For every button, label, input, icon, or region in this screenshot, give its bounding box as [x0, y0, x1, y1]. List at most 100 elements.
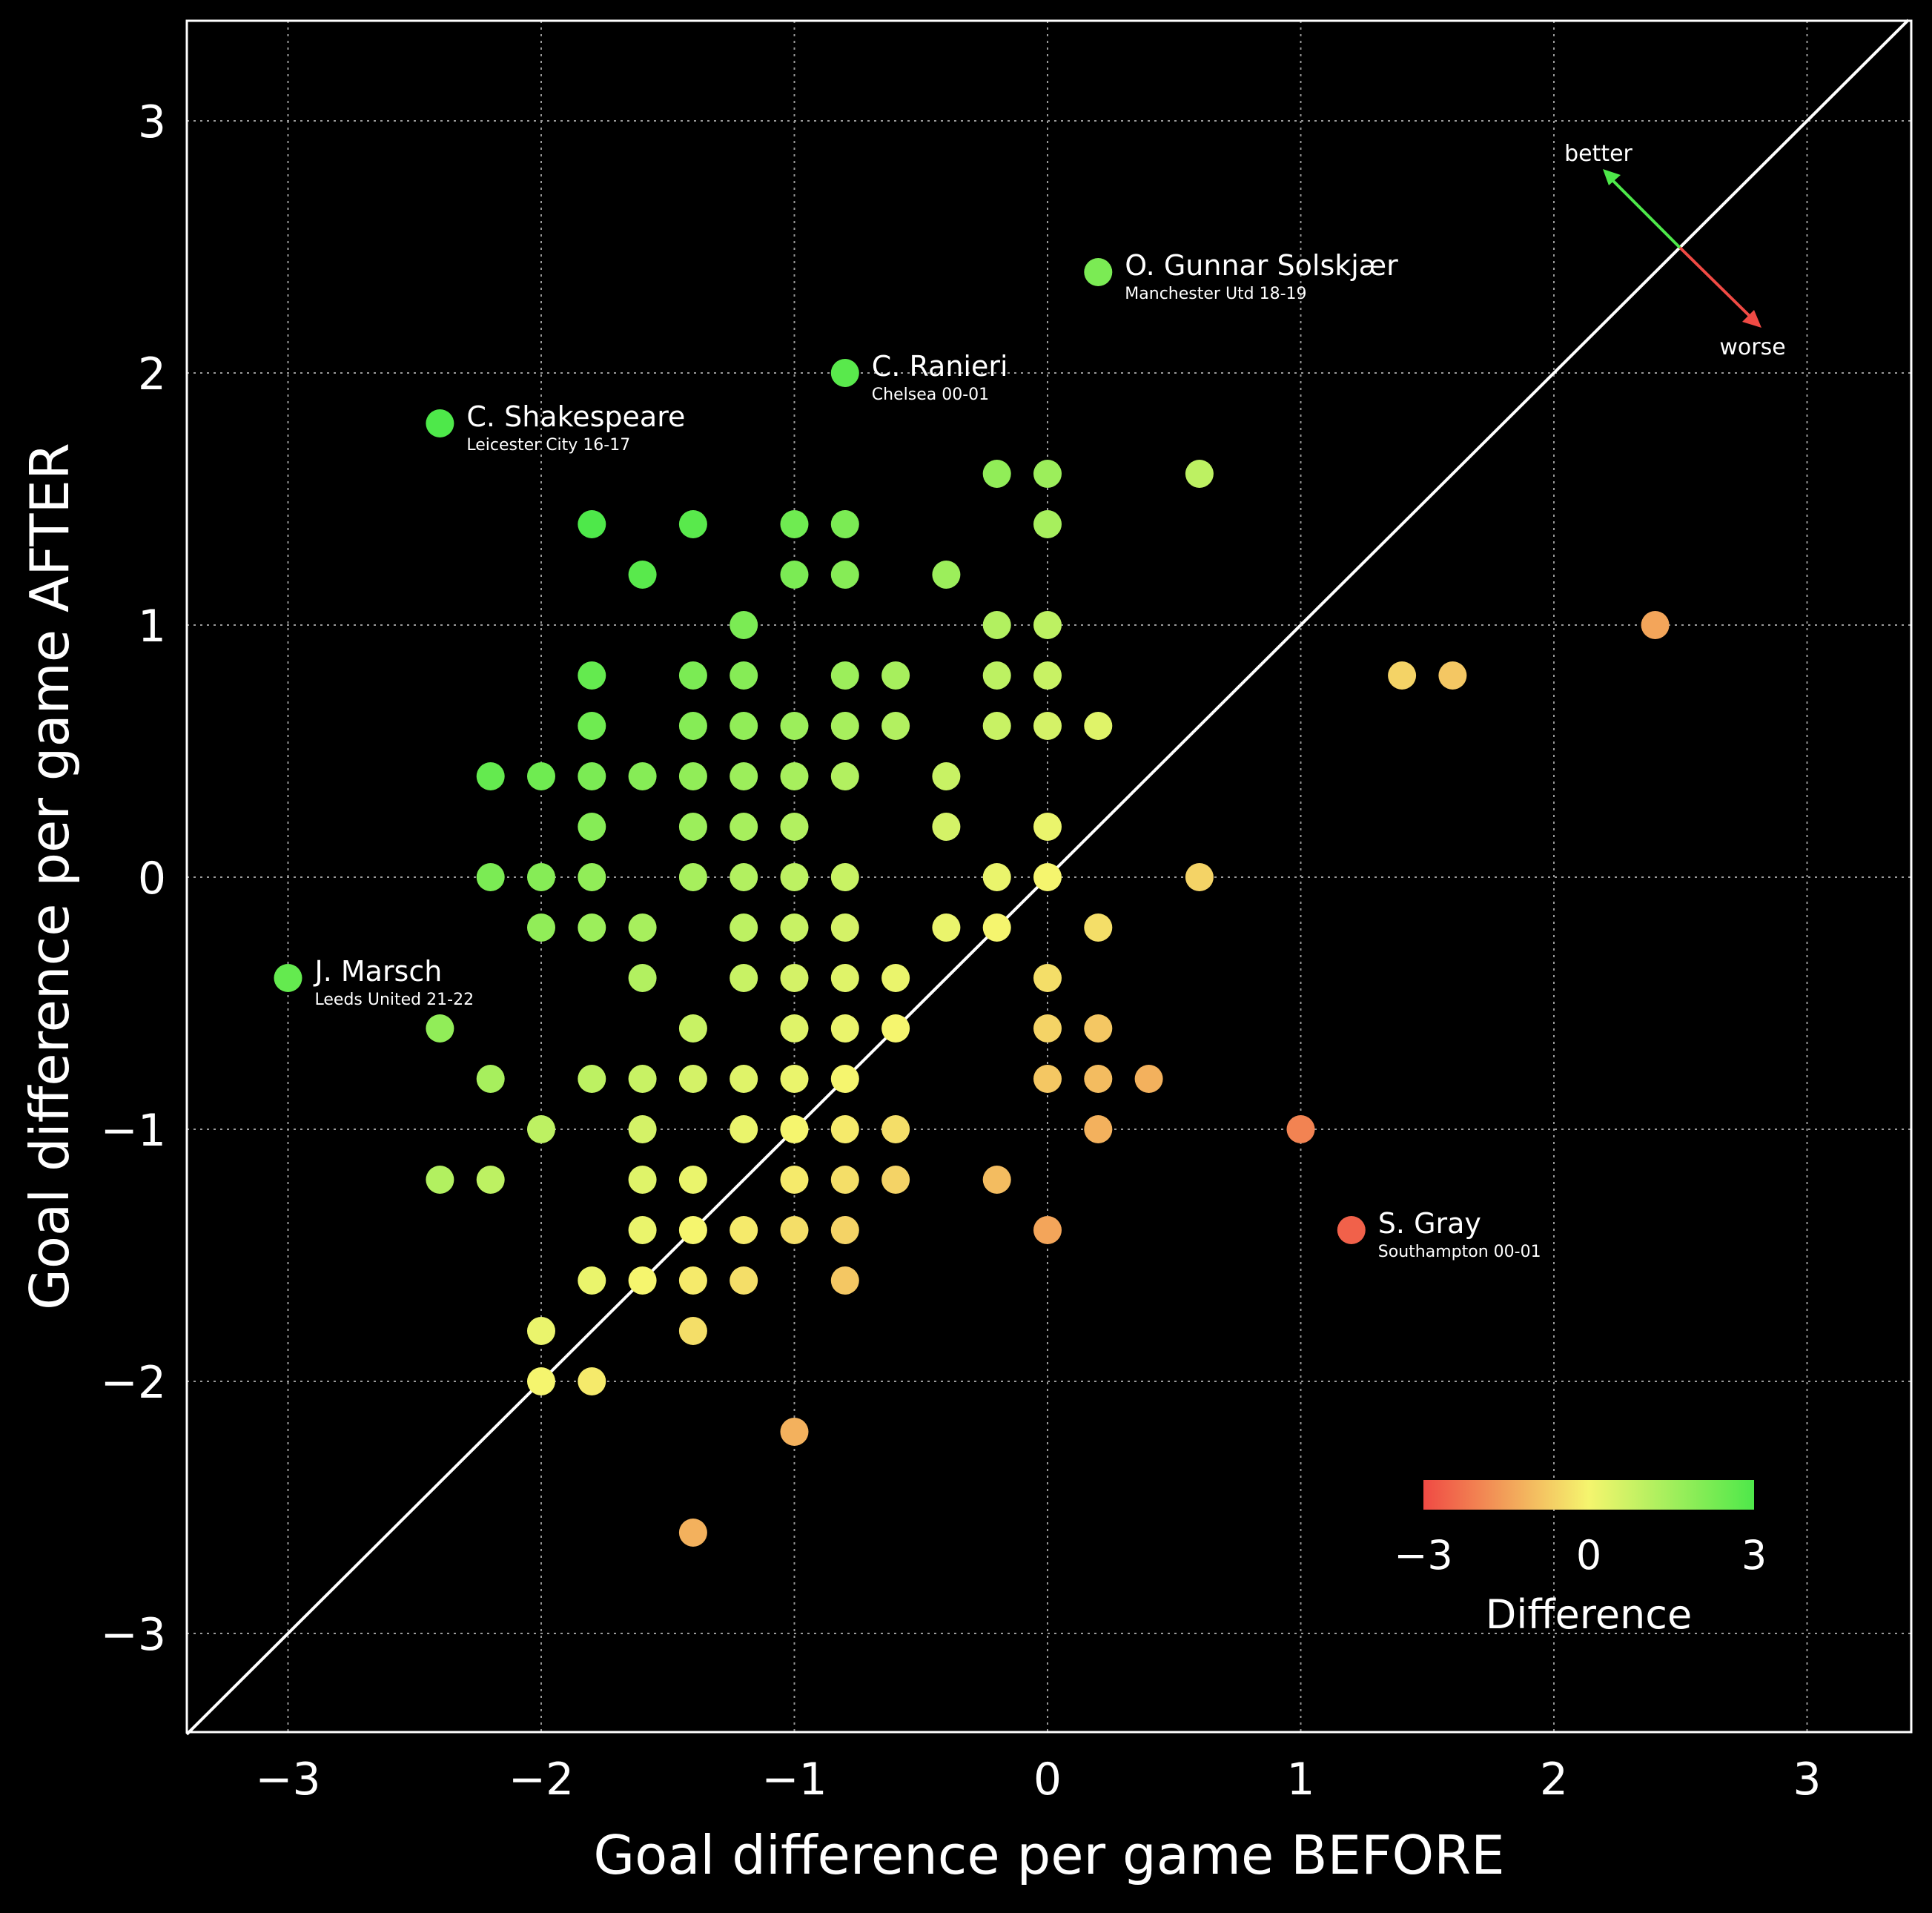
- direction-indicator: better worse: [1564, 141, 1786, 360]
- scatter-point: [578, 1367, 606, 1395]
- scatter-point: [780, 712, 809, 740]
- scatter-point: [1438, 661, 1467, 690]
- scatter-point: [527, 1317, 555, 1345]
- x-tick-label: −1: [761, 1754, 827, 1805]
- scatter-point: [932, 561, 961, 589]
- scatter-point: [730, 863, 758, 891]
- scatter-point: [932, 762, 961, 790]
- scatter-point: [730, 1216, 758, 1244]
- scatter-point: [678, 1317, 707, 1345]
- x-tick-label: 2: [1540, 1754, 1568, 1805]
- annotation-team: Southampton 00-01: [1378, 1243, 1541, 1261]
- scatter-point: [1388, 661, 1417, 690]
- scatter-point: [982, 611, 1011, 639]
- scatter-point: [780, 863, 809, 891]
- scatter-point: [1033, 1216, 1062, 1244]
- annotation-team: Leicester City 16-17: [466, 436, 630, 455]
- scatter-point: [1033, 863, 1062, 891]
- scatter-point: [578, 1065, 606, 1093]
- annotation-name: C. Ranieri: [872, 350, 1008, 383]
- scatter-point: [730, 964, 758, 992]
- scatter-point: [1084, 1014, 1113, 1043]
- scatter-point: [274, 964, 302, 992]
- scatter-point: [881, 1115, 910, 1143]
- scatter-point: [476, 1166, 505, 1194]
- annotation-name: C. Shakespeare: [466, 400, 685, 433]
- y-axis-title: Goal difference per game AFTER: [19, 443, 81, 1310]
- y-tick-label: 2: [138, 348, 166, 400]
- scatter-point: [527, 762, 555, 790]
- scatter-point: [678, 1519, 707, 1547]
- scatter-point: [830, 1065, 859, 1093]
- scatter-point: [678, 1166, 707, 1194]
- scatter-point: [1033, 460, 1062, 488]
- scatter-point: [578, 813, 606, 841]
- scatter-point: [780, 1166, 809, 1194]
- y-tick-label: 1: [138, 601, 166, 652]
- scatter-point: [1033, 813, 1062, 841]
- scatter-point: [678, 863, 707, 891]
- scatter-point: [426, 1014, 454, 1043]
- scatter-point: [730, 1065, 758, 1093]
- scatter-point: [780, 1115, 809, 1143]
- x-tick-label: 1: [1286, 1754, 1314, 1805]
- scatter-point: [426, 1166, 454, 1194]
- scatter-point: [730, 1115, 758, 1143]
- scatter-point: [426, 409, 454, 437]
- scatter-point: [1033, 661, 1062, 690]
- better-label: better: [1564, 141, 1632, 167]
- scatter-point: [628, 964, 657, 992]
- scatter-point: [780, 913, 809, 942]
- scatter-point: [730, 1266, 758, 1295]
- scatter-point: [527, 1367, 555, 1395]
- scatter-point: [780, 964, 809, 992]
- scatter-point: [830, 661, 859, 690]
- scatter-point: [830, 1266, 859, 1295]
- scatter-point: [982, 913, 1011, 942]
- scatter-point: [628, 1065, 657, 1093]
- scatter-point: [578, 762, 606, 790]
- scatter-point: [730, 813, 758, 841]
- scatter-point: [476, 863, 505, 891]
- colorbar-title: Difference: [1486, 1591, 1692, 1638]
- x-axis-title: Goal difference per game BEFORE: [593, 1824, 1504, 1886]
- scatter-point: [982, 460, 1011, 488]
- y-tick-label: 3: [138, 96, 166, 148]
- scatter-point: [476, 762, 505, 790]
- scatter-point: [830, 510, 859, 538]
- scatter-point: [1033, 712, 1062, 740]
- scatter-point: [1033, 1014, 1062, 1043]
- y-tick-label: −3: [101, 1609, 166, 1661]
- scatter-point: [678, 762, 707, 790]
- colorbar-tick-mid: 0: [1576, 1532, 1601, 1579]
- annotation-team: Chelsea 00-01: [872, 386, 989, 404]
- scatter-point: [1286, 1115, 1315, 1143]
- scatter-point: [678, 813, 707, 841]
- scatter-point: [830, 1115, 859, 1143]
- scatter-point: [628, 913, 657, 942]
- scatter-point: [1641, 611, 1670, 639]
- scatter-point: [1084, 1065, 1113, 1093]
- scatter-point: [1337, 1216, 1366, 1244]
- scatter-point: [1033, 1065, 1062, 1093]
- colorbar-tick-min: −3: [1394, 1532, 1453, 1579]
- scatter-point: [982, 661, 1011, 690]
- better-arrowhead: [1603, 169, 1621, 185]
- scatter-point: [578, 510, 606, 538]
- scatter-point: [780, 762, 809, 790]
- scatter-point: [780, 1418, 809, 1446]
- scatter-point: [678, 510, 707, 538]
- y-tick-labels: 3 2 1 0 −1 −2 −3: [101, 96, 166, 1661]
- scatter-point: [830, 712, 859, 740]
- scatter-point: [780, 1216, 809, 1244]
- scatter-point: [678, 712, 707, 740]
- annotation-team: Manchester Utd 18-19: [1125, 285, 1306, 303]
- scatter-point: [982, 712, 1011, 740]
- x-tick-labels: −3 −2 −1 0 1 2 3: [255, 1754, 1821, 1805]
- scatter-point: [578, 913, 606, 942]
- scatter-point: [628, 1266, 657, 1295]
- scatter-point: [881, 661, 910, 690]
- x-tick-label: −2: [509, 1754, 574, 1805]
- annotation-name: O. Gunnar Solskjær: [1125, 249, 1398, 282]
